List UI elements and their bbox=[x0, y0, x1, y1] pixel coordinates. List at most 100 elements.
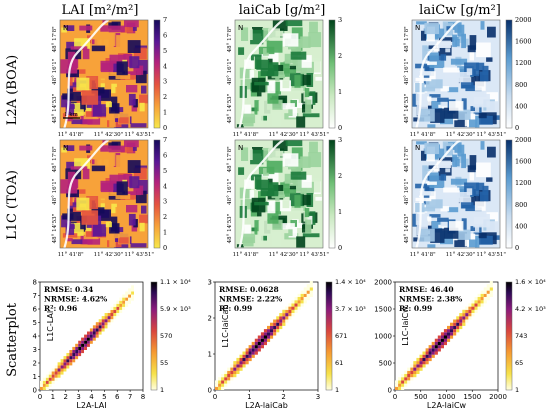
density-cell bbox=[131, 297, 134, 301]
map-field bbox=[421, 30, 426, 41]
y-tick-label: 2 bbox=[33, 360, 37, 368]
density-cell bbox=[116, 300, 120, 304]
density-cell bbox=[113, 313, 117, 317]
density-cell bbox=[450, 335, 454, 339]
map-field bbox=[455, 159, 460, 167]
density-cell bbox=[242, 357, 246, 362]
colorbar-tick: 1 bbox=[160, 386, 164, 394]
map-field bbox=[445, 168, 451, 173]
density-cell bbox=[63, 356, 67, 360]
map-field bbox=[291, 163, 302, 176]
north-arrow-icon: N bbox=[63, 24, 68, 32]
density-cell bbox=[276, 322, 280, 326]
density-cell bbox=[468, 306, 472, 310]
density-cell bbox=[48, 371, 52, 375]
density-cell bbox=[410, 377, 414, 381]
map-field bbox=[473, 93, 490, 108]
colorbar-tick: 0 bbox=[515, 244, 519, 252]
density-cell bbox=[40, 380, 43, 384]
x-axis-label: L2A-LAI bbox=[76, 401, 106, 409]
density-cell bbox=[84, 343, 87, 347]
map-field bbox=[308, 152, 322, 168]
density-cell bbox=[437, 335, 441, 339]
map-field bbox=[465, 207, 482, 212]
map-field bbox=[278, 74, 285, 79]
colorbar-tick: 2 bbox=[163, 213, 167, 221]
density-cell bbox=[416, 361, 420, 365]
density-cell bbox=[270, 332, 274, 336]
density-cell bbox=[119, 309, 123, 313]
river bbox=[63, 139, 110, 249]
density-cell bbox=[291, 306, 295, 310]
map-field bbox=[452, 34, 457, 47]
map-field bbox=[479, 71, 489, 82]
map-field bbox=[139, 94, 148, 104]
density-cell bbox=[69, 356, 73, 360]
density-cell bbox=[69, 362, 73, 366]
density-cell bbox=[42, 386, 46, 390]
density-cell bbox=[450, 332, 454, 336]
stat-text: R²: 0.99 bbox=[399, 304, 432, 313]
y-tick-label: 1000 bbox=[374, 333, 392, 341]
colorbar bbox=[328, 139, 336, 249]
map-y-tick: 48° 14'53" bbox=[227, 94, 233, 124]
density-cell bbox=[101, 328, 105, 332]
y-tick-label: 2 bbox=[208, 315, 212, 323]
density-cell bbox=[465, 313, 469, 317]
map-field bbox=[125, 187, 142, 196]
map-field bbox=[482, 65, 489, 75]
density-cell bbox=[128, 297, 131, 301]
map-field bbox=[471, 74, 485, 87]
map-field bbox=[469, 167, 474, 181]
density-cell bbox=[72, 359, 76, 363]
map-field bbox=[470, 106, 475, 111]
map-field bbox=[438, 37, 454, 42]
density-cell bbox=[431, 351, 435, 355]
density-cell bbox=[300, 303, 304, 307]
density-cell bbox=[63, 362, 67, 366]
map-field bbox=[438, 45, 452, 56]
density-cell bbox=[254, 341, 258, 346]
map-field bbox=[101, 32, 116, 46]
density-cell bbox=[95, 322, 99, 326]
density-cell bbox=[273, 322, 277, 326]
map-field bbox=[275, 77, 280, 81]
density-cell bbox=[282, 322, 286, 326]
density-cell bbox=[260, 341, 264, 346]
density-cell bbox=[462, 319, 466, 323]
density-cell bbox=[486, 293, 490, 297]
colorbar bbox=[153, 19, 161, 129]
density-cell bbox=[404, 374, 408, 378]
density-cell bbox=[257, 348, 261, 352]
density-cell bbox=[81, 343, 84, 347]
density-cell bbox=[398, 383, 402, 387]
colorbar-tick: 1 bbox=[163, 109, 167, 117]
density-cell bbox=[239, 361, 243, 365]
density-cell bbox=[468, 316, 472, 320]
density-cell bbox=[45, 374, 49, 378]
density-cell bbox=[51, 377, 55, 381]
map-field bbox=[257, 212, 262, 217]
x-tick-label: 2000 bbox=[489, 393, 507, 401]
density-cell bbox=[456, 325, 460, 330]
map-field bbox=[61, 27, 67, 33]
density-cell bbox=[248, 351, 252, 355]
map-field bbox=[274, 201, 281, 215]
colorbar-tick: 3 bbox=[338, 16, 342, 24]
map-field bbox=[453, 72, 471, 78]
map-field bbox=[275, 197, 280, 201]
map-field bbox=[116, 61, 128, 76]
colorbar-tick: 55 bbox=[160, 359, 168, 367]
map-y-tick: 48° 14'53" bbox=[404, 214, 410, 244]
density-cell bbox=[242, 354, 246, 358]
colorbar-tick: 1 bbox=[338, 208, 342, 216]
colorbar-tick: 743 bbox=[515, 332, 527, 340]
density-cell bbox=[267, 325, 271, 330]
map-field bbox=[450, 58, 468, 65]
density-cell bbox=[215, 380, 219, 384]
stat-text: RMSE: 46.40 bbox=[399, 285, 454, 294]
map-field bbox=[101, 63, 114, 71]
density-cell bbox=[107, 313, 111, 317]
map-field bbox=[416, 100, 428, 116]
map-field bbox=[76, 77, 90, 91]
